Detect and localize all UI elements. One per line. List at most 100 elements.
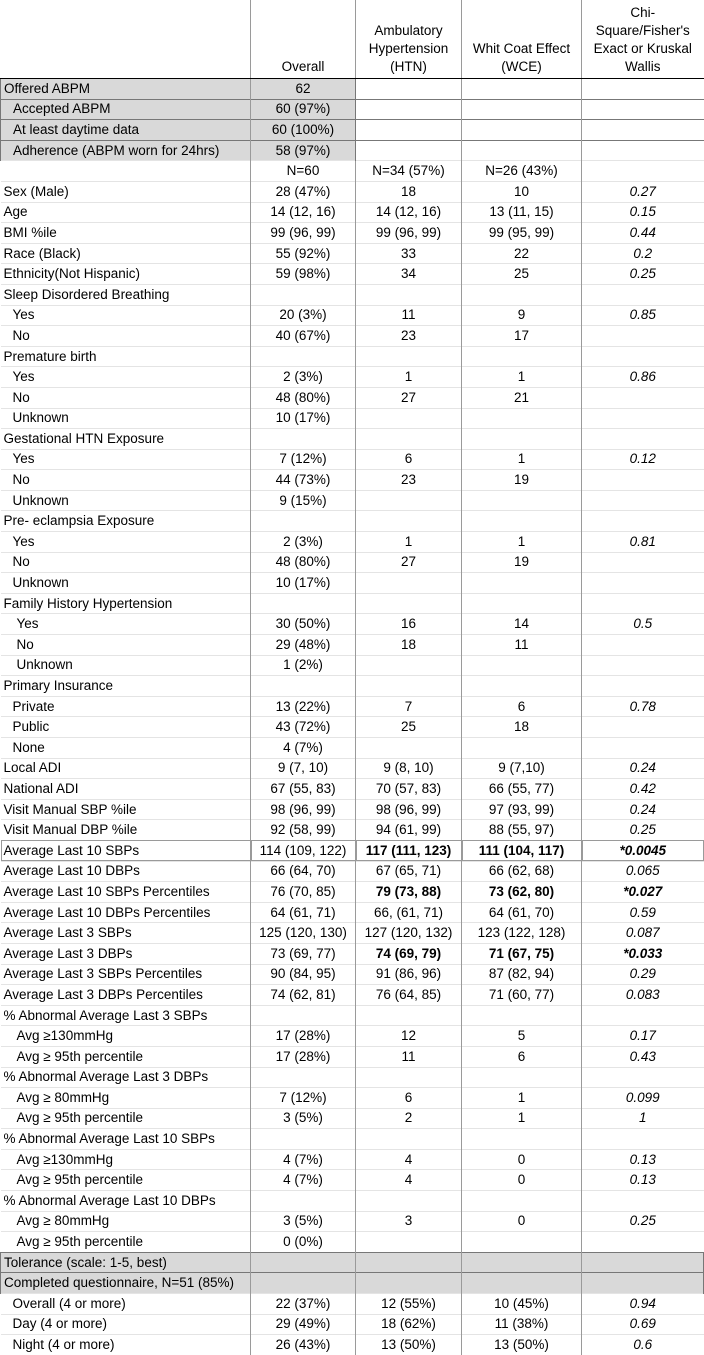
cell-wce: 0 [461,1210,582,1232]
cell-overall: 114 (109, 122) [250,839,356,862]
table-row: % Abnormal Average Last 10 DBPs [0,1190,704,1212]
cell-wce: 73 (62, 80) [461,881,582,903]
table-row: No 48 (80%) 27 19 [0,551,704,573]
cell-p-value: 0.065 [581,860,704,882]
cell-wce [461,428,582,450]
table-row: Average Last 3 SBPs Percentiles 90 (84, 9… [0,963,704,985]
cell-p-value [581,716,704,738]
cell-overall: 43 (72%) [250,716,356,738]
row-label: Ethnicity(Not Hispanic) [0,263,251,285]
cell-htn [355,78,462,100]
row-label: No [0,551,251,573]
cell-p-value [581,469,704,491]
row-label: Public [0,716,251,738]
cell-wce: 123 (122, 128) [461,922,582,944]
table-row: Overall (4 or more) 22 (37%) 12 (55%) 10 (4… [0,1293,704,1315]
row-label: Average Last 3 DBPs [0,942,251,965]
cell-overall: 22 (37%) [250,1293,356,1315]
table-row: Avg ≥ 95th percentile 4 (7%) 4 0 0.13 [0,1169,704,1191]
cell-overall: 13 (22%) [250,695,356,717]
row-label: Primary Insurance [0,675,251,697]
cell-wce: 1 [461,1087,582,1109]
table-row: Average Last 10 DBPs Percentiles 64 (61, … [0,901,704,923]
row-label: Yes [0,531,251,553]
table-row: Average Last 10 SBPs 114 (109, 122) 117 (1… [0,839,704,862]
cell-wce [461,489,582,511]
table-row: Pre- eclampsia Exposure [0,510,704,532]
row-label: % Abnormal Average Last 3 DBPs [0,1066,251,1088]
cell-htn [355,98,462,120]
cell-htn: 34 [355,263,462,285]
row-label: National ADI [0,778,251,800]
cell-wce [461,1251,582,1273]
cell-wce: 19 [461,469,582,491]
table-row: Public 43 (72%) 25 18 [0,716,704,738]
cell-wce: N=26 (43%) [461,160,582,182]
cell-overall: 98 (96, 99) [250,798,356,820]
cell-overall: 26 (43%) [250,1334,356,1355]
cell-htn [355,675,462,697]
cell-wce: 14 [461,613,582,635]
table-row: Avg ≥ 95th percentile 17 (28%) 11 6 0.43 [0,1045,704,1067]
cell-overall: 20 (3%) [250,304,356,326]
cell-wce: 25 [461,263,582,285]
cell-htn [355,428,462,450]
cell-wce [461,1128,582,1150]
cell-htn: 67 (65, 71) [355,860,462,882]
cell-wce [461,737,582,759]
cell-overall [250,510,356,532]
cell-wce: 6 [461,695,582,717]
cell-wce [461,345,582,367]
table-row: Age 14 (12, 16) 14 (12, 16) 13 (11, 15) 0.15 [0,201,704,223]
row-label: Offered ABPM [0,78,251,100]
table-row: % Abnormal Average Last 3 SBPs [0,1004,704,1026]
cell-p-value [581,654,704,676]
row-label: Average Last 3 SBPs [0,922,251,944]
cell-htn: 79 (73, 88) [355,881,462,903]
header-test: Chi-Square/Fisher's Exact or Kruskal Wal… [581,0,704,79]
row-label: At least daytime data [0,119,251,141]
cell-wce [461,675,582,697]
cell-wce: 64 (61, 70) [461,901,582,923]
cell-overall: 17 (28%) [250,1045,356,1067]
cell-overall: 14 (12, 16) [250,201,356,223]
cell-overall: 60 (97%) [250,98,356,120]
row-label: Private [0,695,251,717]
cell-wce: 1 [461,531,582,553]
cell-overall [250,592,356,614]
row-label: Day (4 or more) [0,1313,251,1335]
row-label: Adherence (ABPM worn for 24hrs) [0,139,251,161]
row-label: No [0,325,251,347]
cell-htn [355,1066,462,1088]
cell-p-value: *0.0045 [581,839,704,862]
table-row: Family History Hypertension [0,592,704,614]
cell-overall: 29 (48%) [250,634,356,656]
cell-overall [250,1190,356,1212]
row-label: Accepted ABPM [0,98,251,120]
cell-overall: 4 (7%) [250,737,356,759]
row-label: Avg ≥ 95th percentile [0,1231,251,1253]
table-row: Sleep Disordered Breathing [0,283,704,306]
cell-htn: 4 [355,1148,462,1170]
table-row: No 29 (48%) 18 11 [0,634,704,656]
row-label: Yes [0,366,251,388]
cell-overall: 4 (7%) [250,1169,356,1191]
table-row: Offered ABPM 62 [0,78,704,100]
cell-p-value: 0.94 [581,1293,704,1315]
cell-htn: 11 [355,1045,462,1067]
table-row: Unknown 10 (17%) [0,572,704,594]
cell-p-value [581,1272,704,1294]
cell-p-value [581,345,704,367]
cell-wce [461,119,582,141]
row-label: Average Last 10 SBPs Percentiles [0,881,251,903]
cell-htn: N=34 (57%) [355,160,462,182]
cell-overall: 92 (58, 99) [250,819,356,841]
cell-wce: 5 [461,1025,582,1047]
row-label: Family History Hypertension [0,592,251,614]
cell-overall: 10 (17%) [250,572,356,594]
row-label: % Abnormal Average Last 10 SBPs [0,1128,251,1150]
cell-wce [461,1231,582,1253]
row-label: Visit Manual SBP %ile [0,798,251,820]
cell-htn: 12 [355,1025,462,1047]
cell-htn: 66, (61, 71) [355,901,462,923]
